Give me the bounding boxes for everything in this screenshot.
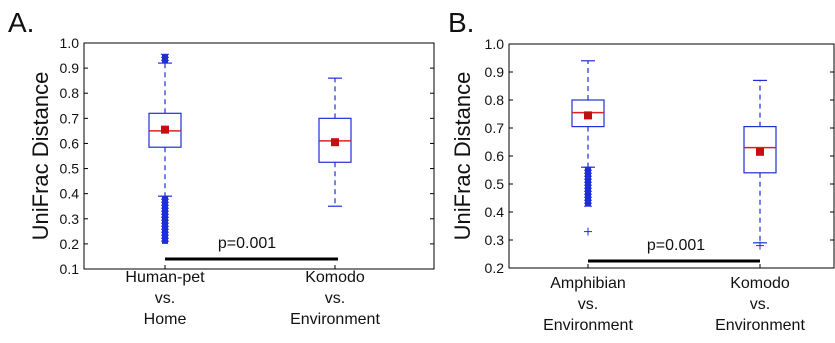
y-tick-label: 0.4 [485, 204, 505, 220]
plot-frame [83, 42, 435, 270]
category-label: Komodo [730, 275, 790, 292]
y-tick-label: 0.4 [60, 186, 80, 202]
y-tick-label: 0.8 [60, 85, 80, 101]
y-tick-label: 0.2 [60, 236, 80, 252]
p-value-label: p=0.001 [218, 235, 276, 252]
p-value-label: p=0.001 [647, 237, 705, 254]
category-label: vs. [750, 296, 770, 313]
y-tick-label: 0.2 [485, 260, 505, 276]
category-label: Environment [290, 311, 380, 328]
y-axis-label: UniFrac Distance [450, 72, 475, 241]
category-label: Environment [715, 317, 805, 334]
category-label: Human-pet [125, 269, 205, 286]
category-label: vs. [155, 290, 175, 307]
y-tick-label: 0.9 [60, 60, 80, 76]
mean-marker [331, 138, 339, 147]
category-label: Amphibian [550, 275, 626, 292]
mean-marker [161, 125, 169, 134]
category-label: Environment [543, 317, 633, 334]
y-tick-label: 0.7 [60, 110, 80, 126]
y-tick-label: 0.7 [485, 120, 505, 136]
category-label: vs. [325, 290, 345, 307]
panel-label: A. [8, 7, 34, 38]
y-tick-label: 0.9 [485, 64, 505, 80]
y-tick-label: 1.0 [60, 35, 80, 51]
y-tick-label: 0.5 [485, 176, 505, 192]
y-tick-label: 0.3 [60, 211, 80, 227]
y-tick-label: 1.0 [485, 36, 505, 52]
y-tick-label: 0.5 [60, 161, 80, 177]
y-axis-label: UniFrac Distance [28, 72, 53, 241]
y-tick-label: 0.6 [60, 135, 80, 151]
y-tick-label: 0.1 [60, 261, 80, 277]
y-tick-label: 0.3 [485, 232, 505, 248]
y-tick-label: 0.8 [485, 92, 505, 108]
category-label: Komodo [305, 269, 365, 286]
outlier-high-band [162, 54, 168, 64]
panel-label: B. [448, 7, 474, 38]
category-label: Home [144, 311, 187, 328]
y-tick-label: 0.6 [485, 148, 505, 164]
plot-frame [508, 43, 835, 269]
category-label: vs. [578, 296, 598, 313]
mean-marker [756, 147, 764, 156]
outlier-low-band [585, 167, 591, 207]
mean-marker [584, 111, 592, 120]
